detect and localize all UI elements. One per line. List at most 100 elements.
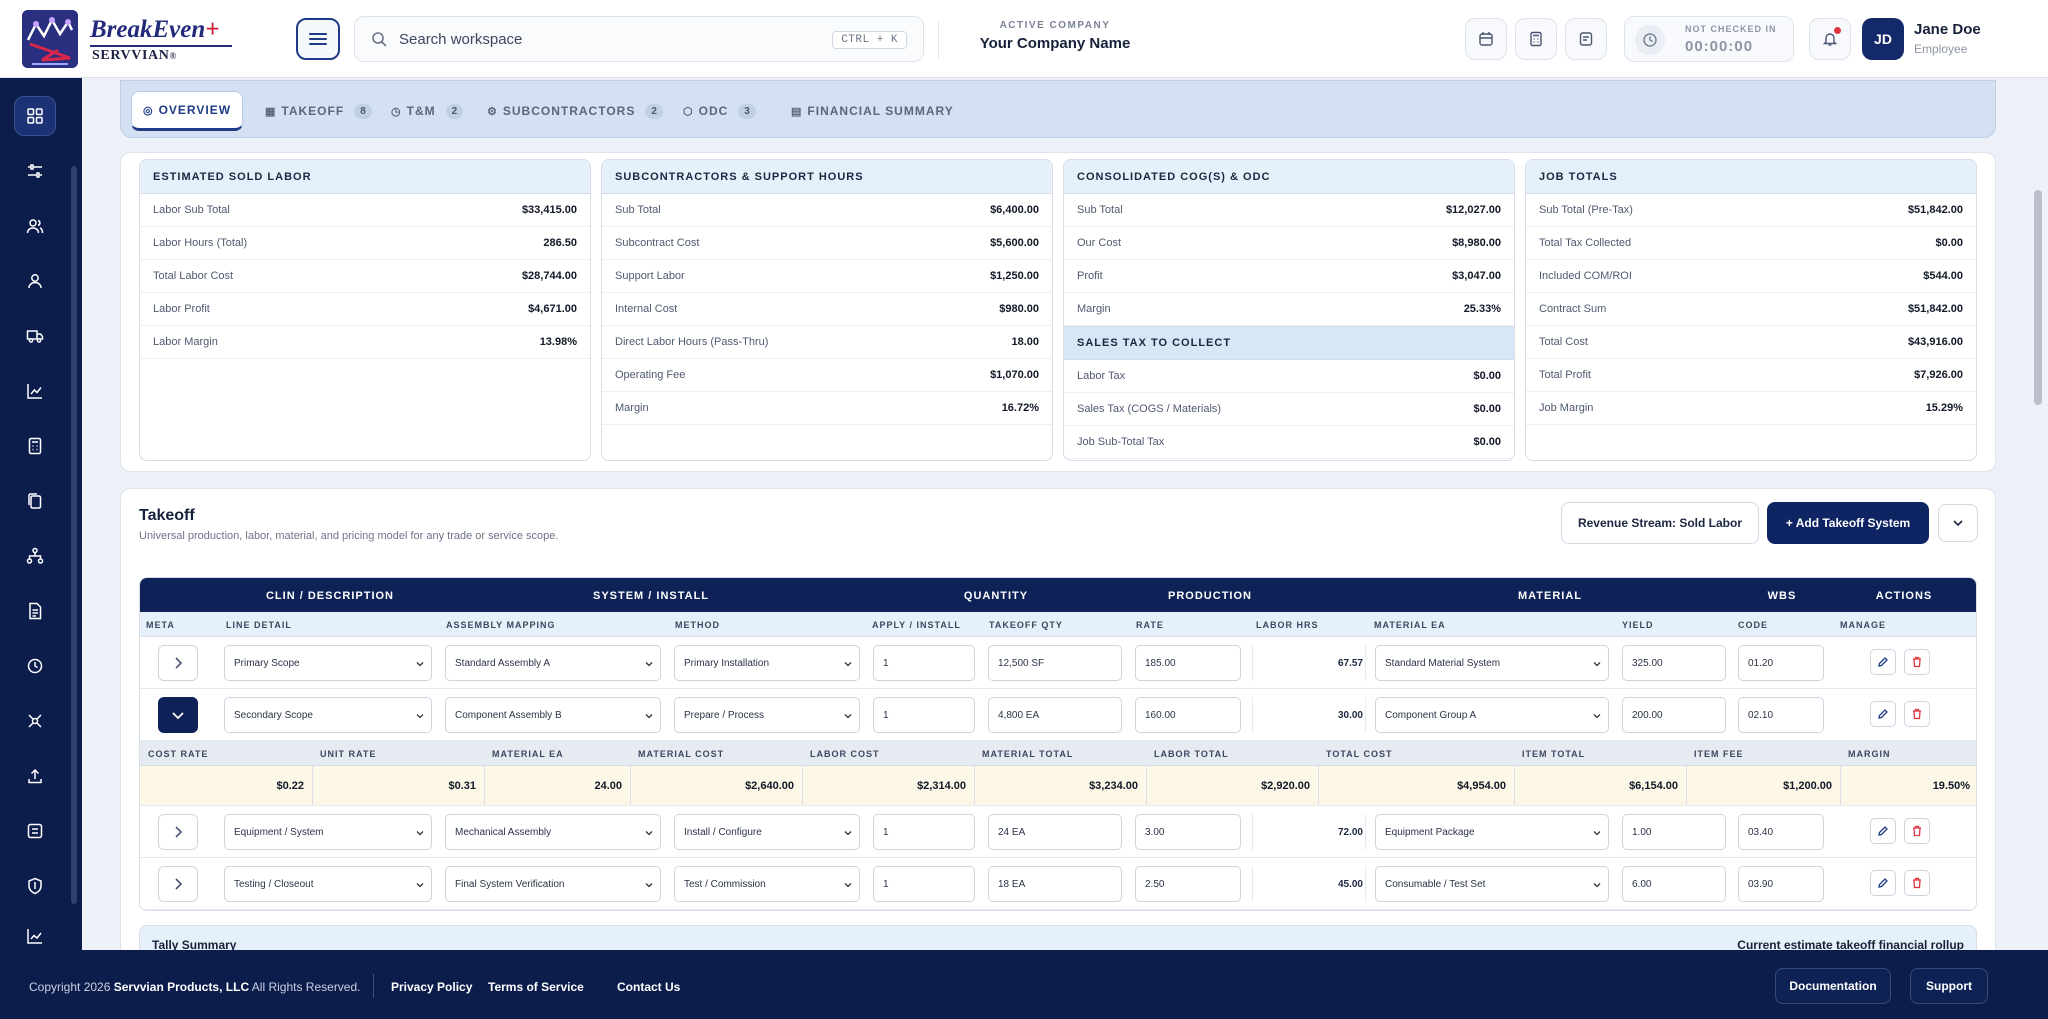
detail-header: ITEM TOTAL [1522,749,1586,759]
page-scrollbar[interactable] [2034,190,2042,405]
yield-input[interactable]: 200.00 [1622,697,1726,733]
sidebar-item-dashboard[interactable] [14,96,56,136]
documents-button[interactable] [1565,18,1607,60]
calendar-button[interactable] [1465,18,1507,60]
sidebar-item-reports[interactable] [14,371,56,411]
sales-tax-heading: SALES TAX TO COLLECT [1064,326,1514,360]
wbs-code-input[interactable]: 01.20 [1738,645,1824,681]
yield-input[interactable]: 1.00 [1622,814,1726,850]
sidebar-scrollbar[interactable] [71,166,77,904]
sidebar-item-settings[interactable] [14,151,56,191]
line-detail-select[interactable]: Equipment / System [224,814,432,850]
material-ea-select[interactable]: Consumable / Test Set [1375,866,1609,902]
edit-row-button[interactable] [1870,818,1896,844]
assembly-mapping-select[interactable]: Mechanical Assembly [445,814,661,850]
delete-row-button[interactable] [1904,701,1930,727]
user-name[interactable]: Jane Doe [1914,21,1981,38]
sidebar-item-integrations[interactable] [14,701,56,741]
sidebar-item-invoices[interactable] [14,591,56,631]
chevron-down-icon [1593,662,1601,667]
sidebar-item-timesheets[interactable] [14,646,56,686]
apply-install-input[interactable]: 1 [873,814,975,850]
apply-install-input[interactable]: 1 [873,866,975,902]
tab-subcontractors[interactable]: ⚙ SUBCONTRACTORS 2 [481,91,669,131]
wbs-code-input[interactable]: 03.90 [1738,866,1824,902]
delete-row-button[interactable] [1904,870,1930,896]
notifications-button[interactable] [1809,18,1851,60]
wbs-code-input[interactable]: 02.10 [1738,697,1824,733]
menu-toggle-button[interactable] [296,18,340,60]
sidebar-item-checklists[interactable] [14,811,56,851]
yield-input[interactable]: 325.00 [1622,645,1726,681]
apply-install-input[interactable]: 1 [873,645,975,681]
active-company[interactable]: ACTIVE COMPANY Your Company Name [955,20,1155,52]
search-input[interactable]: Search workspace [399,31,523,48]
calculator-button[interactable] [1515,18,1557,60]
takeoff-qty-input[interactable]: 12,500 SF [988,645,1122,681]
brand-logo[interactable]: BreakEven+ SERVVIAN® [22,8,236,70]
rate-input[interactable]: 3.00 [1135,814,1241,850]
method-select[interactable]: Test / Commission [674,866,860,902]
column-header: MANAGE [1840,620,1886,630]
rate-input[interactable]: 2.50 [1135,866,1241,902]
takeoff-qty-input[interactable]: 24 EA [988,814,1122,850]
rate-input[interactable]: 160.00 [1135,697,1241,733]
line-detail-select[interactable]: Testing / Closeout [224,866,432,902]
collapse-section-button[interactable] [1938,504,1978,542]
metric-row: Margin 16.72% [602,392,1052,425]
edit-row-button[interactable] [1870,870,1896,896]
edit-row-button[interactable] [1870,649,1896,675]
rate-input[interactable]: 185.00 [1135,645,1241,681]
material-ea-select[interactable]: Equipment Package [1375,814,1609,850]
line-detail-select[interactable]: Secondary Scope [224,697,432,733]
method-select[interactable]: Prepare / Process [674,697,860,733]
yield-input[interactable]: 6.00 [1622,866,1726,902]
check-in-status[interactable]: NOT CHECKED IN 00:00:00 [1624,16,1794,62]
sidebar-item-uploads[interactable] [14,756,56,796]
takeoff-qty-input[interactable]: 18 EA [988,866,1122,902]
tab-takeoff[interactable]: ▦ TAKEOFF 8 [259,91,378,131]
material-ea-select[interactable]: Component Group A [1375,697,1609,733]
method-select[interactable]: Install / Configure [674,814,860,850]
delete-row-button[interactable] [1904,649,1930,675]
search-bar[interactable]: Search workspace CTRL + K [354,16,924,62]
documentation-button[interactable]: Documentation [1775,968,1891,1004]
tab-tm[interactable]: ◷ T&M 2 [385,91,469,131]
group-header: QUANTITY [963,590,1029,602]
add-takeoff-system-button[interactable]: + Add Takeoff System [1767,502,1929,544]
method-select[interactable]: Primary Installation [674,645,860,681]
privacy-policy-link[interactable]: Privacy Policy [391,980,473,994]
expand-row-button[interactable] [158,866,198,902]
apply-install-input[interactable]: 1 [873,697,975,733]
sidebar-item-profile[interactable] [14,261,56,301]
sidebar-item-analytics[interactable] [14,916,56,956]
revenue-stream-button[interactable]: Revenue Stream: Sold Labor [1561,502,1759,544]
line-detail-select[interactable]: Primary Scope [224,645,432,681]
sidebar-item-teams[interactable] [14,206,56,246]
assembly-mapping-select[interactable]: Standard Assembly A [445,645,661,681]
takeoff-qty-input[interactable]: 4,800 EA [988,697,1122,733]
column-divider [312,766,313,805]
expand-row-button[interactable] [158,645,198,681]
avatar[interactable]: JD [1862,18,1904,60]
material-ea-select[interactable]: Standard Material System [1375,645,1609,681]
tab-financial-summary[interactable]: ▤ FINANCIAL SUMMARY [791,104,954,118]
tab-odc[interactable]: ⬡ ODC 3 [677,91,762,131]
sidebar-item-fleet[interactable] [14,316,56,356]
wbs-code-input[interactable]: 03.40 [1738,814,1824,850]
assembly-mapping-select[interactable]: Final System Verification [445,866,661,902]
metric-row: Labor Profit $4,671.00 [140,293,590,326]
tab-overview[interactable]: ◎ OVERVIEW [131,91,243,131]
contact-us-link[interactable]: Contact Us [617,980,681,994]
delete-row-button[interactable] [1904,818,1930,844]
edit-row-button[interactable] [1870,701,1896,727]
expand-row-button[interactable] [158,814,198,850]
sidebar-item-estimating[interactable] [14,426,56,466]
assembly-mapping-select[interactable]: Component Assembly B [445,697,661,733]
sidebar-item-documents[interactable] [14,481,56,521]
terms-of-service-link[interactable]: Terms of Service [488,980,584,994]
support-button[interactable]: Support [1910,968,1988,1004]
collapse-row-button[interactable] [158,697,198,733]
sidebar-item-security[interactable] [14,866,56,906]
sidebar-item-organization[interactable] [14,536,56,576]
